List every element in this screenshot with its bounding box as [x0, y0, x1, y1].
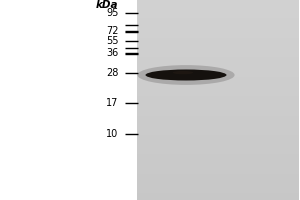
Text: 95: 95 — [106, 8, 118, 18]
Text: 55: 55 — [106, 36, 118, 46]
Text: 36: 36 — [106, 48, 118, 58]
Text: 10: 10 — [106, 129, 118, 139]
Ellipse shape — [146, 70, 226, 80]
Text: 17: 17 — [106, 98, 118, 108]
Ellipse shape — [173, 71, 193, 74]
Text: 28: 28 — [106, 68, 118, 78]
Text: kDa: kDa — [96, 0, 118, 10]
Text: 72: 72 — [106, 26, 118, 36]
Ellipse shape — [137, 65, 235, 85]
